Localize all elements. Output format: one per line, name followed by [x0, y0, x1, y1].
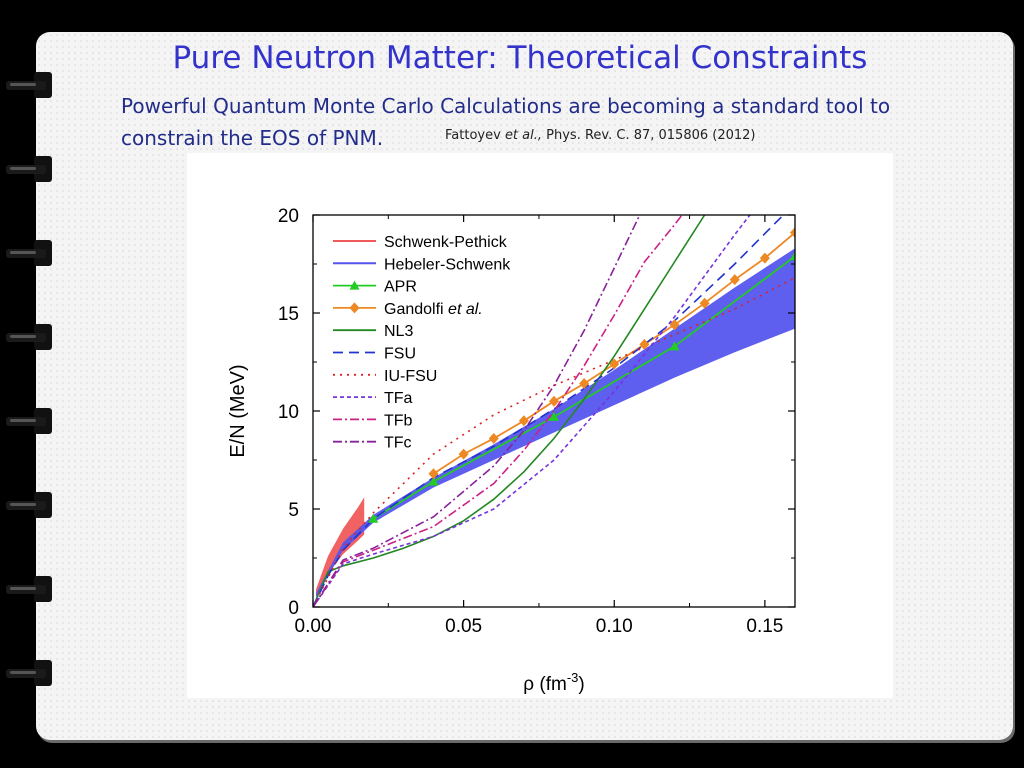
legend-label: TFa: [384, 390, 413, 407]
y-axis-label: E/N (MeV): [227, 364, 249, 457]
chart-panel: 0.00 0.05 0.10 0.15 0 5 10 15 20 Schwenk-Pethick…: [187, 153, 893, 698]
band-hebeler-schwenk: [316, 248, 795, 598]
data-point-apr: [428, 476, 439, 486]
legend-item-apr: APR: [333, 279, 417, 296]
legend-marker: [349, 302, 360, 314]
legend-label-suffix: et al.: [444, 301, 483, 318]
binder-ring: [6, 660, 58, 686]
data-point-gandolfi: [549, 395, 559, 407]
legend-item-hebeler-schwenk: Hebeler-Schwenk: [333, 256, 511, 273]
data-point-gandolfi: [488, 432, 499, 444]
citation-author: Fattoyev: [445, 128, 501, 143]
x-axis-unit: (fm: [539, 674, 566, 695]
legend-label: Schwenk-Pethick: [384, 234, 508, 251]
series-line-tfa: [313, 215, 751, 607]
x-axis-symbol: ρ: [523, 674, 534, 695]
data-point-gandolfi: [518, 415, 529, 427]
legend-item-nl3: NL3: [333, 323, 413, 340]
binder-ring: [6, 408, 58, 434]
legend-label: Hebeler-Schwenk: [384, 256, 511, 273]
legend-item-iu-fsu: IU-FSU: [333, 368, 437, 385]
data-point-gandolfi: [699, 297, 710, 309]
series-line-tfc: [313, 215, 641, 607]
legend-marker: [349, 280, 360, 290]
x-tick-label: 0.05: [445, 616, 482, 637]
legend-label: NL3: [384, 323, 413, 340]
eos-chart: 0.00 0.05 0.10 0.15 0 5 10 15 20 Schwenk-Pethick…: [227, 206, 796, 695]
data-point-gandolfi: [759, 252, 770, 264]
legend-label: IU-FSU: [384, 368, 437, 385]
data-point-apr: [368, 513, 379, 523]
binder-ring: [6, 240, 58, 266]
legend-item-schwenk-pethick: Schwenk-Pethick: [333, 234, 508, 251]
data-point-gandolfi: [669, 319, 680, 331]
citation: Fattoyev et al., Phys. Rev. C. 87, 01580…: [445, 128, 756, 143]
y-tick-label: 10: [278, 402, 299, 423]
x-tick-label: 0.10: [596, 616, 633, 637]
data-point-apr: [549, 411, 559, 421]
binder-ring: [6, 156, 58, 182]
data-point-gandolfi: [609, 358, 620, 370]
marker-layer: [368, 227, 795, 523]
x-axis-close: ): [578, 674, 584, 695]
binder-ring: [6, 492, 58, 518]
data-point-apr: [669, 341, 680, 351]
legend-item-fsu: FSU: [333, 346, 416, 363]
series-line-iu-fsu: [313, 276, 795, 607]
slide-title: Pure Neutron Matter: Theoretical Constra…: [172, 40, 868, 76]
data-point-gandolfi: [639, 338, 650, 350]
binder-ring: [6, 576, 58, 602]
legend-label: TFb: [384, 412, 413, 429]
slide-subtitle-line2: constrain the EOS of PNM.: [121, 126, 384, 150]
legend-item-tfb: TFb: [333, 412, 413, 429]
slide-subtitle-line1: Powerful Quantum Monte Carlo Calculation…: [121, 94, 891, 118]
data-point-apr: [790, 251, 795, 261]
legend-label: FSU: [384, 346, 416, 363]
y-tick-label: 0: [288, 598, 299, 619]
x-axis-exponent: -3: [567, 670, 579, 685]
series-line-fsu: [313, 215, 785, 607]
legend-label: TFc: [384, 435, 412, 452]
legend-item-tfa: TFa: [333, 390, 413, 407]
x-axis-label: ρ (fm-3): [523, 670, 584, 695]
legend-item-gandolfi: Gandolfi et al.: [333, 301, 483, 318]
data-point-gandolfi: [790, 227, 795, 239]
data-point-gandolfi: [428, 468, 439, 480]
series-line-tfb: [313, 215, 684, 607]
y-tick-label: 20: [278, 206, 299, 227]
legend-label: Gandolfi et al.: [384, 301, 483, 318]
binder-ring: [6, 324, 58, 350]
x-tick-label: 0.00: [295, 616, 332, 637]
binder-ring: [6, 72, 58, 98]
series-layer: [313, 215, 795, 607]
data-point-gandolfi: [729, 274, 740, 286]
x-tick-label: 0.15: [746, 616, 783, 637]
y-tick-label: 5: [288, 500, 299, 521]
data-point-gandolfi: [579, 378, 590, 390]
citation-etal: et al.,: [504, 128, 543, 143]
legend-item-tfc: TFc: [333, 435, 412, 452]
y-tick-label: 15: [278, 304, 299, 325]
citation-ref: Phys. Rev. C. 87, 015806 (2012): [546, 128, 756, 143]
legend: Schwenk-Pethick Hebeler-Schwenk APR Gandolf…: [333, 234, 511, 452]
series-line-nl3: [313, 215, 706, 607]
data-point-gandolfi: [458, 448, 469, 460]
tick-layer: 0.00 0.05 0.10 0.15 0 5 10 15 20: [278, 206, 795, 637]
legend-label: APR: [384, 279, 417, 296]
